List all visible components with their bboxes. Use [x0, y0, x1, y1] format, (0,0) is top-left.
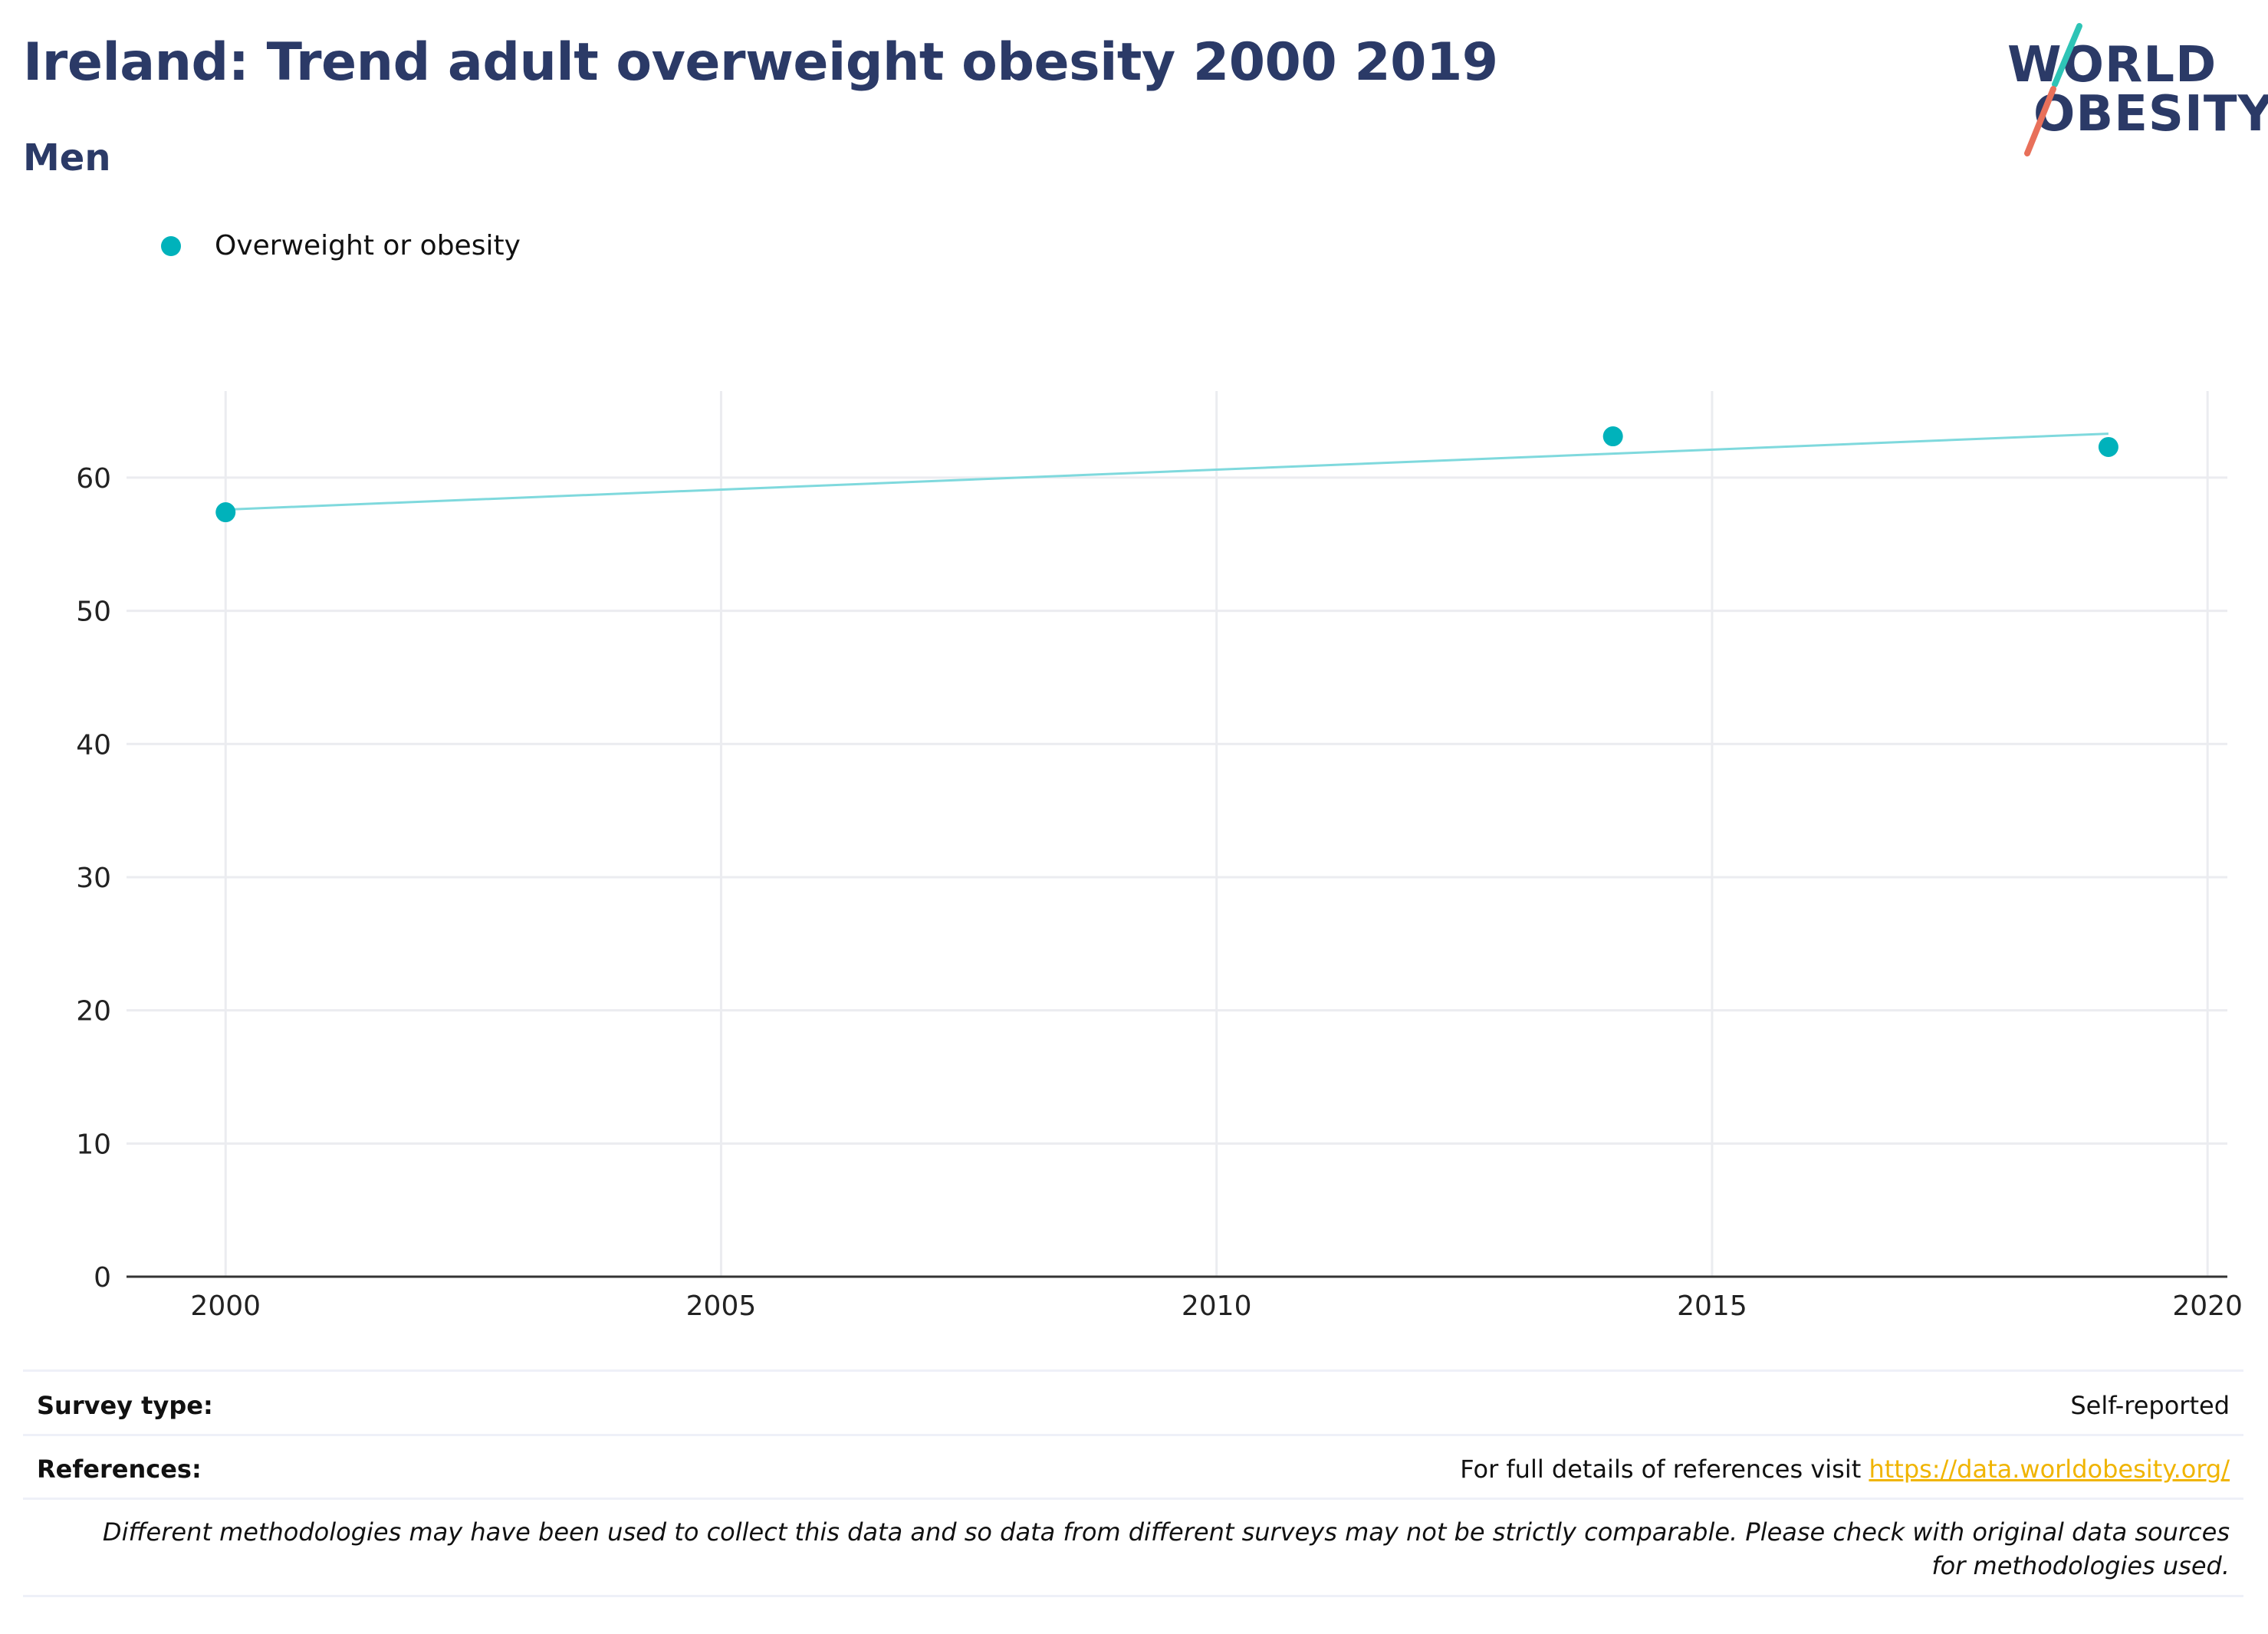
- references-text: For full details of references visit: [1460, 1455, 1862, 1484]
- logo-text-obesity: OBESITY: [2033, 86, 2268, 143]
- references-row: References: For full details of referenc…: [23, 1436, 2243, 1500]
- y-tick-label: 20: [76, 996, 111, 1027]
- legend[interactable]: Overweight or obesity: [161, 230, 521, 261]
- axes: 2000 2005 2010 2015 2020 0 10 20 30 40 50 60: [76, 463, 2243, 1322]
- references-label: References:: [37, 1455, 202, 1484]
- footer-bottom-divider: [23, 1595, 2243, 1597]
- references-link[interactable]: https://data.worldobesity.org/: [1869, 1455, 2230, 1484]
- survey-type-label: Survey type:: [37, 1391, 213, 1420]
- chart-subtitle: Men: [23, 136, 111, 179]
- references-value: For full details of references visit htt…: [1460, 1455, 2230, 1484]
- y-tick-label: 50: [76, 597, 111, 628]
- data-point: [2098, 436, 2118, 457]
- x-tick-label: 2020: [2172, 1290, 2243, 1322]
- methodology-note: Different methodologies may have been us…: [102, 1517, 2230, 1580]
- footer-divider: [23, 1369, 2243, 1372]
- legend-label: Overweight or obesity: [215, 230, 521, 261]
- x-tick-label: 2010: [1182, 1290, 1252, 1322]
- y-tick-label: 40: [76, 729, 111, 761]
- x-tick-label: 2015: [1677, 1290, 1747, 1322]
- grid-lines: [127, 391, 2227, 1277]
- x-tick-label: 2000: [190, 1290, 261, 1322]
- logo-text-world: WORLD: [2007, 37, 2217, 94]
- logo-slash-icon: [2024, 23, 2082, 156]
- y-tick-label: 30: [76, 863, 111, 894]
- chart-plot-area: 2000 2005 2010 2015 2020 0 10 20 30 40 50 60: [76, 391, 2243, 1322]
- trendline: [225, 432, 2109, 511]
- y-tick-label: 10: [76, 1129, 111, 1160]
- survey-type-row: Survey type: Self-reported: [23, 1373, 2243, 1436]
- survey-type-value: Self-reported: [2070, 1391, 2230, 1420]
- data-points: [215, 426, 2118, 523]
- chart-title: Ireland: Trend adult overweight obesity …: [23, 32, 1498, 93]
- legend-marker-icon: [161, 235, 181, 256]
- y-tick-label: 60: [76, 463, 111, 495]
- x-tick-label: 2005: [686, 1290, 757, 1322]
- trendline-layer: [225, 432, 2109, 511]
- data-point: [1602, 426, 1623, 447]
- data-point: [215, 502, 236, 523]
- y-tick-label: 0: [94, 1262, 111, 1294]
- world-obesity-logo: WORLD OBESITY: [1994, 21, 2268, 159]
